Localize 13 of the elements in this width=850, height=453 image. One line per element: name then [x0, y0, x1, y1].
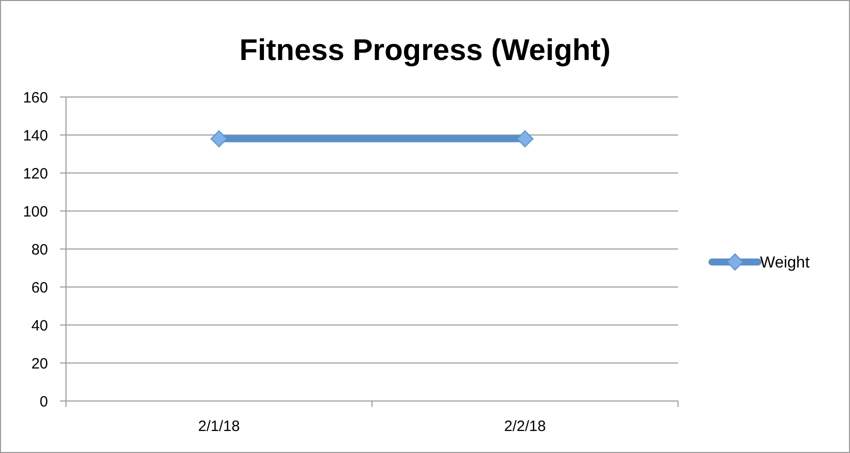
y-tick-label: 0: [40, 393, 48, 410]
legend-label: Weight: [760, 254, 810, 272]
y-tick-label: 20: [31, 355, 48, 372]
y-tick-label: 80: [31, 241, 48, 258]
y-tick-label: 140: [22, 127, 48, 144]
y-tick-label: 160: [22, 89, 48, 106]
y-tick-label: 100: [22, 203, 48, 220]
chart-title: Fitness Progress (Weight): [239, 34, 611, 67]
y-tick-label: 120: [22, 165, 48, 182]
x-tick-label: 2/2/18: [504, 418, 546, 435]
y-tick-label: 40: [31, 317, 48, 334]
x-tick-label: 2/1/18: [198, 418, 240, 435]
y-tick-label: 60: [31, 279, 48, 296]
